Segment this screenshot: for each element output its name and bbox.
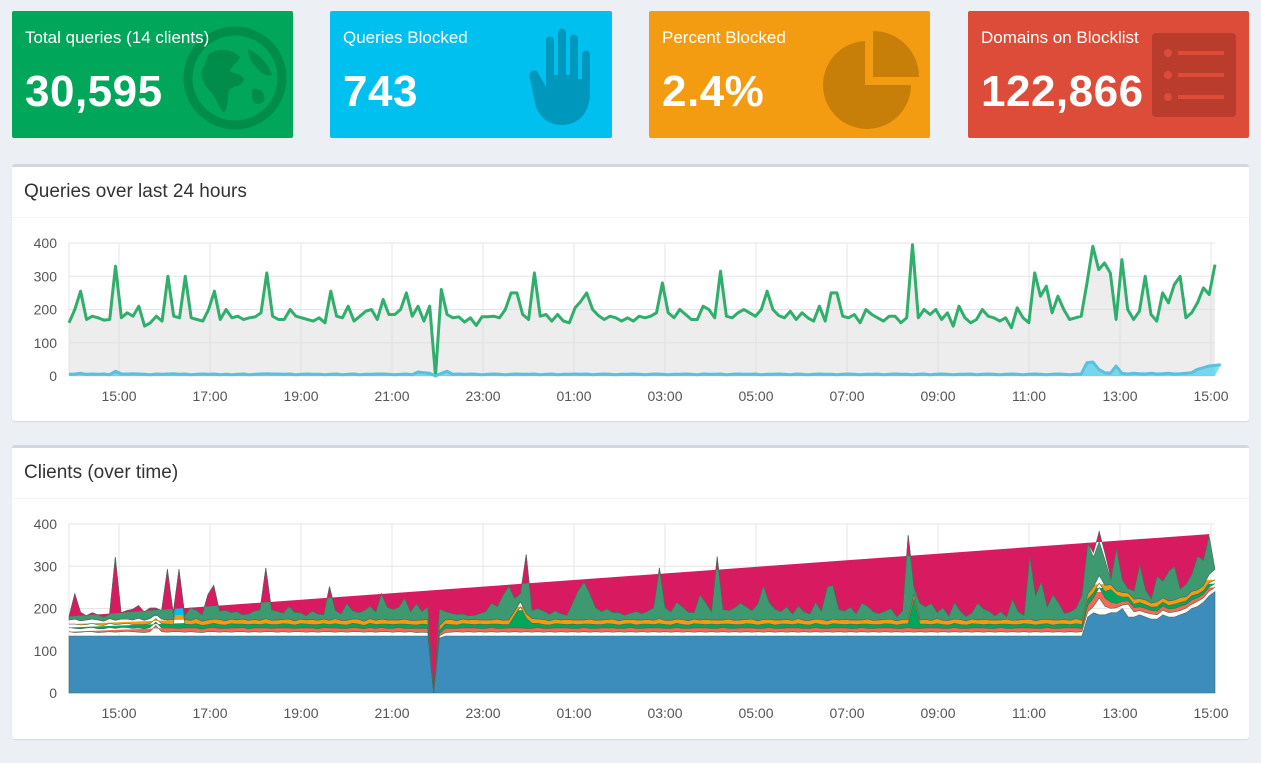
series-line — [67, 243, 1217, 378]
x-tick-label: 15:00 — [1193, 388, 1228, 404]
queries-chart[interactable]: 0 100 200 300 400 15:00 17:00 19:00 21:00 23:00 01… — [12, 218, 1249, 418]
stat-label: Queries Blocked — [343, 28, 468, 47]
x-tick-label: 01:00 — [556, 705, 591, 721]
x-tick-label: 09:00 — [920, 705, 955, 721]
y-tick-label: 100 — [34, 643, 58, 659]
client-series-area — [68, 591, 1216, 694]
y-tick-label: 400 — [34, 516, 58, 532]
x-tick-label: 03:00 — [647, 705, 682, 721]
x-tick-label: 01:00 — [556, 388, 591, 404]
globe-icon — [183, 26, 287, 130]
y-tick-label: 300 — [34, 268, 58, 284]
stat-value: 743 — [343, 67, 418, 116]
x-tick-label: 11:00 — [1012, 388, 1046, 404]
x-tick-label: 15:00 — [1193, 705, 1228, 721]
stat-value: 122,866 — [981, 67, 1144, 116]
x-tick-label: 17:00 — [192, 388, 227, 404]
x-tick-label: 13:00 — [1102, 388, 1137, 404]
y-tick-label: 0 — [49, 368, 57, 384]
x-tick-label: 19:00 — [283, 705, 318, 721]
y-tick-label: 0 — [49, 685, 57, 701]
x-tick-label: 05:00 — [738, 705, 773, 721]
series-area-fill — [69, 244, 1215, 376]
hand-icon — [529, 28, 590, 125]
stat-queries-blocked: Queries Blocked 743 — [330, 11, 612, 138]
queries-panel: Queries over last 24 hours 0 100 200 300 400… — [12, 164, 1249, 421]
x-tick-label: 19:00 — [283, 388, 318, 404]
x-tick-label: 05:00 — [738, 388, 773, 404]
panel-title: Queries over last 24 hours — [24, 181, 247, 202]
x-tick-label: 23:00 — [465, 705, 500, 721]
stat-total-queries: Total queries (14 clients) 30,595 — [12, 11, 293, 138]
stat-label: Total queries (14 clients) — [25, 28, 210, 47]
list-icon — [1152, 33, 1236, 117]
stat-value: 2.4% — [662, 67, 765, 116]
panel-header: Clients (over time) — [12, 448, 1249, 499]
series-line — [68, 360, 1221, 378]
y-tick-label: 100 — [34, 335, 58, 351]
x-tick-label: 15:00 — [101, 705, 136, 721]
stat-label: Domains on Blocklist — [981, 28, 1139, 47]
x-tick-label: 07:00 — [829, 388, 864, 404]
x-tick-label: 13:00 — [1102, 705, 1137, 721]
panel-title: Clients (over time) — [24, 462, 179, 483]
x-tick-label: 21:00 — [374, 388, 409, 404]
stat-percent-blocked: Percent Blocked 2.4% — [649, 11, 930, 138]
panel-header: Queries over last 24 hours — [12, 167, 1249, 218]
stat-domains-blocklist: Domains on Blocklist 122,866 — [968, 11, 1249, 138]
pie-chart-icon — [823, 31, 919, 129]
clients-panel: Clients (over time) 0 100 200 300 400 15:00 17… — [12, 445, 1249, 739]
y-tick-label: 200 — [34, 302, 58, 318]
x-tick-label: 09:00 — [920, 388, 955, 404]
client-series-area — [68, 530, 1210, 694]
x-tick-label: 17:00 — [192, 705, 227, 721]
stat-label: Percent Blocked — [662, 28, 786, 47]
clients-chart[interactable]: 0 100 200 300 400 15:00 17:00 19:00 21:00 23:00 01… — [12, 499, 1249, 739]
x-tick-label: 21:00 — [374, 705, 409, 721]
y-tick-label: 400 — [34, 235, 58, 251]
x-tick-label: 03:00 — [647, 388, 682, 404]
x-tick-label: 07:00 — [829, 705, 864, 721]
stat-value: 30,595 — [25, 67, 163, 116]
x-tick-label: 11:00 — [1012, 705, 1046, 721]
y-tick-label: 300 — [34, 558, 58, 574]
x-tick-label: 15:00 — [101, 388, 136, 404]
x-tick-label: 23:00 — [465, 388, 500, 404]
y-tick-label: 200 — [34, 601, 58, 617]
